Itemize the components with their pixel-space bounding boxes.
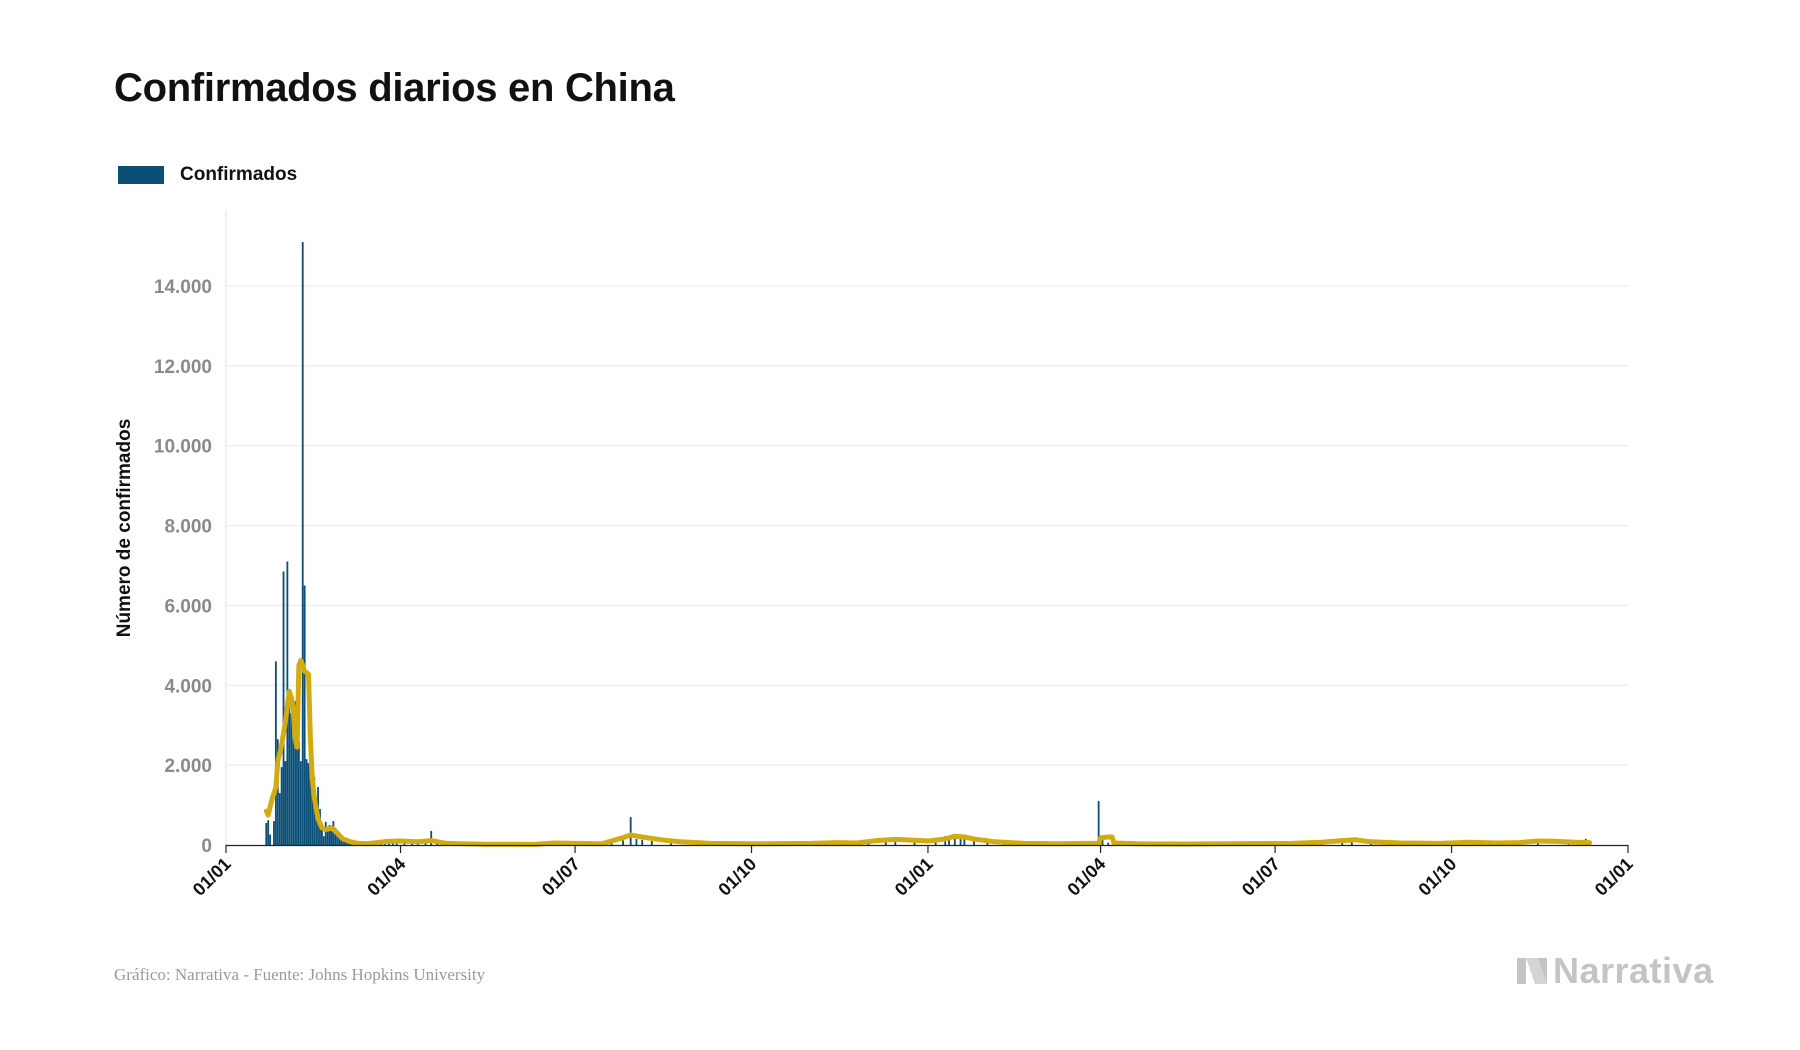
bar [297, 741, 300, 845]
bar [315, 797, 318, 845]
y-tick-label: 4.000 [164, 676, 212, 697]
bar [338, 835, 341, 845]
gridlines [226, 285, 1628, 766]
bar [913, 841, 916, 845]
bar [884, 840, 887, 845]
narrativa-logo-icon [1517, 958, 1547, 984]
bar [322, 836, 325, 845]
bar [670, 843, 672, 845]
bar [342, 839, 344, 845]
bar [296, 721, 298, 845]
bar [273, 821, 275, 845]
y-tick-label: 10.000 [154, 437, 212, 458]
x-tick-label: 01/07 [1238, 854, 1284, 900]
bar [278, 793, 281, 845]
bar [326, 829, 329, 845]
bar [294, 701, 296, 845]
x-tick-label: 01/04 [363, 854, 409, 900]
bar [959, 835, 962, 845]
legend: Confirmados [118, 164, 297, 186]
x-tick-label: 01/01 [1591, 854, 1637, 900]
bar [311, 773, 314, 845]
bar [336, 832, 339, 845]
chart-title: Confirmados diarios en China [114, 66, 675, 110]
legend-swatch [118, 166, 164, 184]
bar [622, 840, 624, 845]
bar [953, 835, 956, 845]
brand-name: Narrativa [1553, 950, 1714, 991]
bar [269, 834, 272, 845]
bar [290, 713, 293, 845]
bar [301, 242, 304, 846]
y-tick-label: 14.000 [154, 277, 212, 298]
bar [1097, 801, 1100, 845]
bar [650, 841, 653, 845]
x-tick-label: 01/04 [1063, 854, 1109, 900]
bar [328, 825, 331, 845]
bar [324, 821, 327, 845]
bar [430, 831, 433, 845]
bar [305, 759, 308, 845]
bar [1101, 837, 1104, 845]
bars-layer [265, 242, 1591, 846]
bar [299, 761, 302, 845]
bar [629, 817, 632, 845]
bar [330, 828, 333, 845]
bar [267, 820, 270, 845]
bar [309, 769, 312, 845]
line-layer [263, 658, 1593, 847]
bar [280, 767, 283, 845]
y-tick-label: 8.000 [164, 517, 212, 538]
bar [641, 839, 644, 845]
y-tick-label: 0 [201, 836, 212, 857]
source-note: Gráfico: Narrativa - Fuente: Johns Hopki… [114, 965, 486, 984]
legend-label: Confirmados [180, 164, 298, 185]
bar [307, 763, 310, 845]
bar [265, 823, 268, 845]
y-ticks: 0 2.000 4.000 6.000 8.000 10.000 12.000 14.000 [154, 277, 212, 857]
x-ticks: 01/01 01/04 01/07 01/10 01/01 01/04 01/07 01/10… [189, 845, 1637, 900]
bar [635, 839, 638, 845]
y-axis-label: Número de confirmados [114, 419, 135, 638]
brand-logo: Narrativa [1515, 950, 1714, 992]
bar [292, 697, 295, 845]
x-tick-label: 01/07 [538, 854, 584, 900]
x-tick-label: 01/10 [1414, 854, 1460, 900]
bar [276, 739, 279, 845]
bar [344, 840, 346, 845]
y-tick-label: 12.000 [154, 357, 212, 378]
y-tick-label: 6.000 [164, 596, 212, 617]
bar [948, 837, 950, 845]
x-tick-label: 01/01 [891, 854, 937, 900]
bar [1107, 842, 1110, 845]
bar [334, 827, 337, 845]
y-tick-label: 2.000 [164, 756, 212, 777]
bar [282, 571, 285, 845]
bar [332, 821, 335, 845]
bar [340, 837, 342, 845]
bar [274, 661, 277, 845]
series-line [263, 658, 1593, 847]
bar [963, 837, 966, 845]
bar [288, 693, 291, 845]
bar [1350, 841, 1353, 845]
x-tick-label: 01/10 [714, 854, 760, 900]
bar [303, 585, 306, 845]
bar [284, 761, 287, 845]
x-tick-label: 01/01 [189, 854, 235, 900]
bar [320, 825, 323, 845]
